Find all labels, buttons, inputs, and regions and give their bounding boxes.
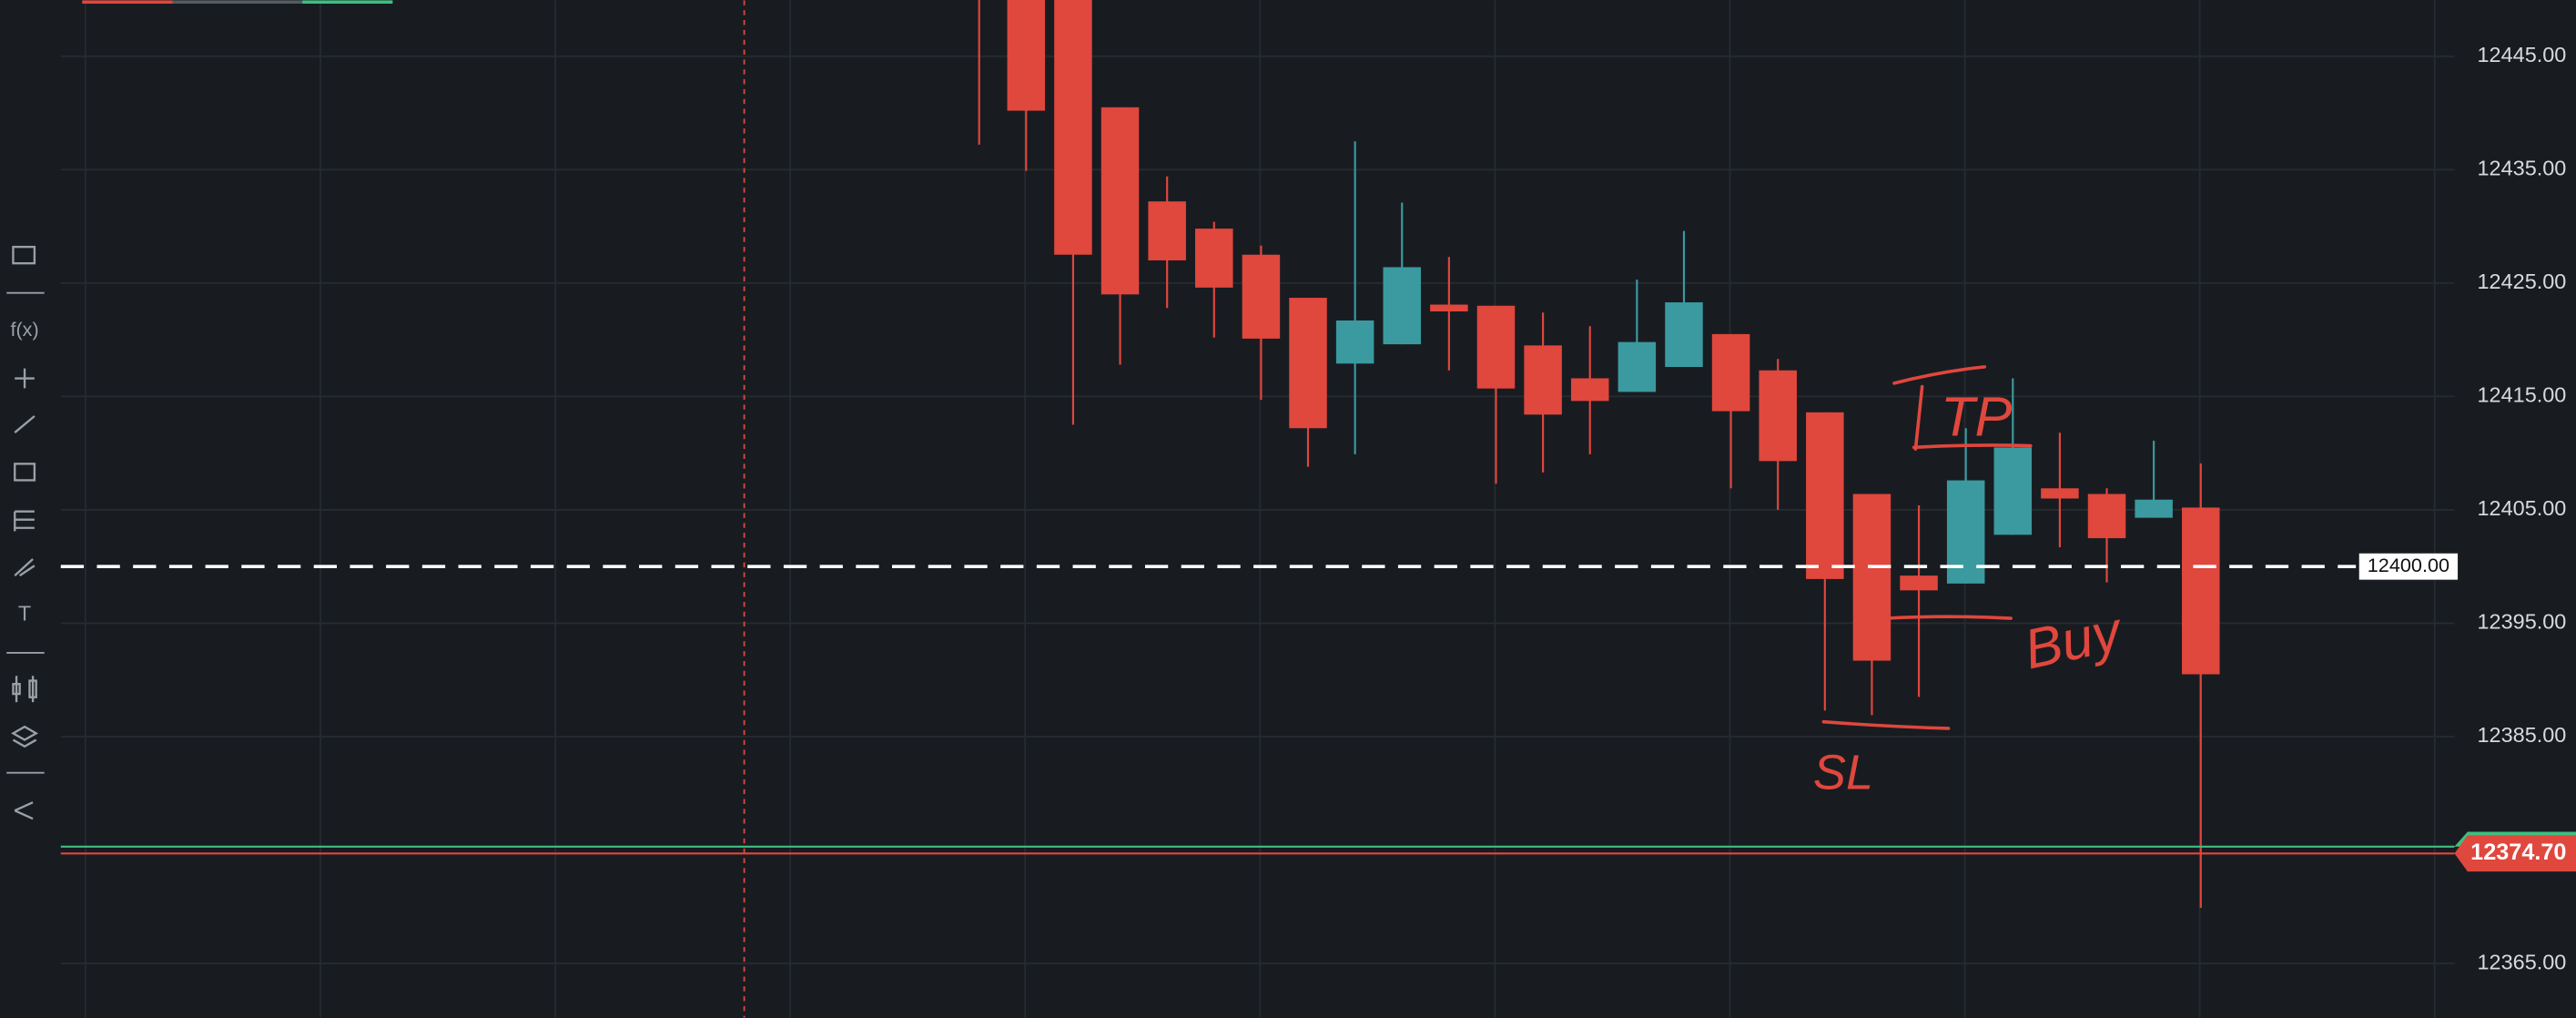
candle-body — [2182, 507, 2220, 675]
candle-body — [1806, 412, 1844, 579]
candle-body — [1852, 494, 1891, 661]
candle-body — [1289, 298, 1327, 429]
candle-body — [1665, 302, 1703, 368]
y-tick-label: 12405.00 — [2478, 496, 2567, 520]
candle-body — [1430, 304, 1468, 311]
tool-icon[interactable] — [14, 415, 35, 433]
candles — [978, 0, 2220, 909]
candle-body — [1007, 0, 1046, 111]
candle-body — [1148, 201, 1186, 260]
candle-body — [1100, 107, 1140, 295]
candle-body — [1054, 0, 1092, 255]
tool-icon[interactable]: T — [18, 602, 31, 626]
toolbar: f(x) T — [0, 0, 50, 1018]
candle-body — [1570, 378, 1609, 402]
drawing — [1821, 365, 2033, 730]
stroke — [1912, 384, 2033, 451]
y-tick-label: 12445.00 — [2478, 43, 2567, 66]
y-tick-label: 12425.00 — [2478, 270, 2567, 293]
tool-icon[interactable] — [15, 368, 35, 389]
annotation: SL — [1813, 746, 1873, 800]
candle-body — [1383, 267, 1422, 345]
annotation: TP — [1941, 386, 2012, 449]
candle-body — [2041, 488, 2079, 499]
tool-icon[interactable] — [12, 245, 36, 265]
candle-body — [2087, 494, 2126, 539]
tool-icon[interactable] — [11, 725, 39, 748]
y-tick-label: 12365.00 — [2478, 950, 2567, 973]
candle-body — [1242, 254, 1281, 339]
y-tick-label: 12415.00 — [2478, 383, 2567, 407]
price-lines: 12400.00 12374.70 — [60, 553, 2576, 872]
top-strip — [82, 0, 173, 5]
price-label-bg — [2454, 835, 2576, 872]
candle-body — [1900, 575, 1938, 591]
top-strip — [302, 0, 393, 5]
stroke — [1884, 615, 2013, 620]
price-label-bg — [2358, 553, 2459, 580]
y-tick-label: 12435.00 — [2478, 157, 2567, 180]
candle-body — [2135, 499, 2173, 518]
tool-icon[interactable]: f(x) — [10, 318, 38, 341]
candle-body — [1759, 370, 1797, 462]
tool-icon[interactable] — [14, 510, 35, 532]
candle-body — [1195, 229, 1233, 288]
top-strip — [172, 0, 303, 5]
candle-body — [1476, 305, 1516, 389]
candle-body — [1335, 320, 1374, 364]
y-tick-label: 12395.00 — [2478, 610, 2567, 634]
tool-icon[interactable] — [12, 676, 37, 703]
candle-body — [1618, 341, 1657, 392]
price-label: 12400.00 — [2368, 554, 2449, 576]
candle-body — [1711, 333, 1750, 412]
candle-body — [1524, 345, 1562, 415]
stroke — [1892, 365, 1987, 385]
tool-icon[interactable] — [14, 801, 34, 820]
price-label: 12374.70 — [2470, 840, 2566, 865]
stroke — [1821, 719, 1951, 730]
tool-icon[interactable] — [14, 558, 35, 577]
tool-icon[interactable] — [14, 463, 36, 482]
candle-body — [1993, 447, 2033, 535]
y-tick-label: 12385.00 — [2478, 723, 2567, 747]
toolbar-bg — [0, 0, 50, 1018]
